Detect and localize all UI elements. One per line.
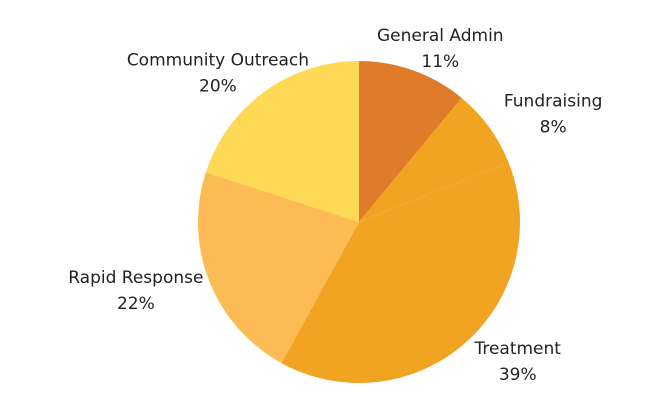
slice-label: Community Outreach [127,50,309,70]
pie-slice [197,172,359,364]
slice-value-label: 22% [117,294,155,314]
pie-slice [281,162,520,383]
slice-value-label: 11% [421,52,459,72]
slice-label: Fundraising [504,91,602,111]
slice-label: Treatment [473,339,561,359]
slice-label: General Admin [377,26,504,46]
pie-slice [205,60,359,222]
slice-value-label: 20% [199,76,237,96]
pie-slice [359,97,509,222]
slice-value-label: 8% [540,117,567,137]
slice-value-label: 39% [499,365,537,385]
pie-slice [359,61,462,222]
slice-label: Rapid Response [68,268,203,288]
